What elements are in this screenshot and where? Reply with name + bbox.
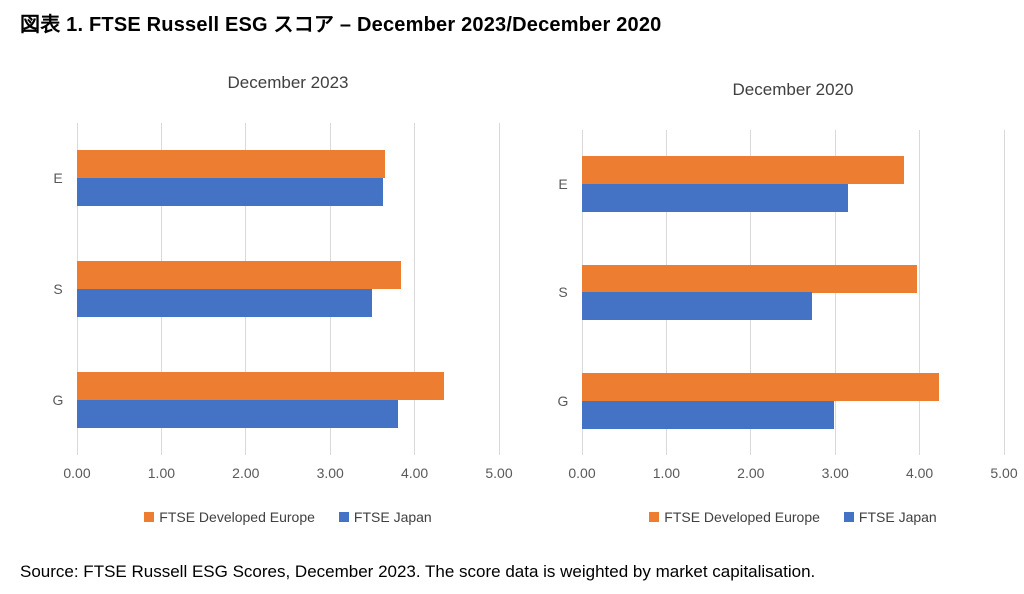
figure-title: 図表 1. FTSE Russell ESG スコア – December 20…: [20, 14, 662, 36]
x-tick-label: 5.00: [990, 465, 1018, 481]
x-tick-label: 3.00: [316, 465, 344, 481]
gridline: [919, 130, 921, 455]
bar-ftse-japan-e: [77, 178, 383, 207]
gridline: [1003, 130, 1005, 455]
bar-ftse-japan-e: [582, 184, 848, 213]
legend-label: FTSE Japan: [353, 509, 432, 525]
gridline: [414, 123, 416, 455]
legend-swatch-icon: [649, 512, 660, 522]
category-label: G: [52, 391, 64, 408]
category-label: G: [557, 392, 569, 409]
bar-ftse-developed-europe-s: [582, 264, 918, 293]
category-label: E: [53, 170, 63, 187]
category-label: S: [53, 280, 63, 297]
x-tick-label: 3.00: [821, 465, 849, 481]
bar-ftse-developed-europe-e: [582, 156, 904, 185]
bar-ftse-japan-s: [77, 288, 373, 317]
category-band: S: [558, 238, 1004, 346]
chart-december-2020: December 2020 E S G 0.00 1.00 2.00 3.00 4.00 5.…: [525, 60, 1024, 550]
x-axis: 0.00 1.00 2.00 3.00 4.00 5.00: [63, 465, 512, 485]
legend-swatch-icon: [144, 512, 155, 522]
category-band: E: [558, 130, 1004, 238]
x-tick-label: 0.00: [568, 465, 596, 481]
legend-label: FTSE Developed Europe: [159, 509, 315, 525]
bar-ftse-japan-g: [77, 399, 398, 428]
category-label: S: [558, 284, 568, 301]
legend-label: FTSE Japan: [858, 509, 937, 525]
legend: FTSE Developed Europe FTSE Japan: [77, 509, 499, 525]
x-tick-label: 2.00: [232, 465, 260, 481]
legend: FTSE Developed Europe FTSE Japan: [582, 509, 1004, 525]
legend-item: FTSE Developed Europe: [144, 509, 315, 525]
source-note: Source: FTSE Russell ESG Scores, Decembe…: [20, 562, 816, 581]
category-band: G: [53, 344, 499, 455]
bar-ftse-developed-europe-g: [582, 372, 939, 401]
chart-december-2023: December 2023 E S G 0.00 1.00 2.00 3.00 4.00 5.…: [20, 60, 520, 550]
x-tick-label: 1.00: [652, 465, 681, 481]
legend-swatch-icon: [843, 512, 854, 522]
legend-item: FTSE Japan: [338, 509, 432, 525]
category-label: E: [558, 176, 568, 193]
legend-item: FTSE Japan: [843, 509, 937, 525]
x-tick-label: 1.00: [147, 465, 176, 481]
bar-ftse-developed-europe-s: [77, 260, 402, 289]
bar-ftse-developed-europe-e: [77, 150, 386, 179]
gridline: [498, 123, 500, 455]
category-band: G: [558, 347, 1004, 455]
bar-ftse-japan-g: [582, 400, 835, 429]
chart-title: December 2023: [227, 73, 349, 92]
x-axis: 0.00 1.00 2.00 3.00 4.00 5.00: [568, 465, 1017, 485]
gridline: [834, 130, 836, 455]
legend-item: FTSE Developed Europe: [649, 509, 820, 525]
legend-swatch-icon: [338, 512, 349, 522]
x-tick-label: 4.00: [400, 465, 429, 481]
x-tick-label: 2.00: [737, 465, 765, 481]
legend-label: FTSE Developed Europe: [664, 509, 820, 525]
category-band: S: [53, 234, 499, 345]
x-tick-label: 5.00: [485, 465, 513, 481]
plot-area: E S G: [53, 123, 500, 455]
plot-area: E S G: [558, 130, 1005, 455]
chart-title: December 2020: [732, 80, 854, 99]
x-tick-label: 4.00: [905, 465, 934, 481]
x-tick-label: 0.00: [63, 465, 91, 481]
category-band: E: [53, 123, 499, 234]
bar-ftse-japan-s: [582, 292, 813, 321]
bar-ftse-developed-europe-g: [77, 371, 445, 400]
